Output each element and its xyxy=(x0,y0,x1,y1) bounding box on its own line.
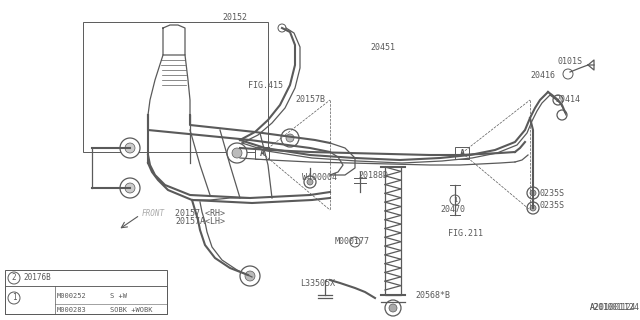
Text: 20157A<LH>: 20157A<LH> xyxy=(175,218,225,227)
Circle shape xyxy=(557,110,567,120)
Text: W400004: W400004 xyxy=(302,173,337,182)
Bar xyxy=(255,147,269,159)
Circle shape xyxy=(385,300,401,316)
Circle shape xyxy=(240,266,260,286)
Circle shape xyxy=(530,205,536,211)
Text: 20157 <RH>: 20157 <RH> xyxy=(175,209,225,218)
Text: A: A xyxy=(259,148,264,157)
Circle shape xyxy=(389,304,397,312)
Circle shape xyxy=(304,176,316,188)
Text: 1: 1 xyxy=(353,239,357,245)
Bar xyxy=(5,286,167,314)
Text: A: A xyxy=(460,148,465,157)
Circle shape xyxy=(8,292,20,304)
Circle shape xyxy=(120,178,140,198)
Text: 1: 1 xyxy=(12,293,16,302)
Circle shape xyxy=(125,143,135,153)
Circle shape xyxy=(350,237,360,247)
Text: FIG.211: FIG.211 xyxy=(448,228,483,237)
Text: FIG.415: FIG.415 xyxy=(248,81,283,90)
Text: 20152: 20152 xyxy=(222,13,247,22)
Text: SOBK +WOBK: SOBK +WOBK xyxy=(110,307,152,313)
Circle shape xyxy=(120,138,140,158)
Text: FRONT: FRONT xyxy=(142,209,165,218)
Text: 20157B: 20157B xyxy=(295,95,325,105)
Bar xyxy=(455,147,469,159)
Bar xyxy=(5,270,167,314)
Text: 2: 2 xyxy=(12,274,16,283)
Circle shape xyxy=(278,24,286,32)
Circle shape xyxy=(286,134,294,142)
Text: M000252: M000252 xyxy=(57,293,87,299)
Text: 20416: 20416 xyxy=(530,70,555,79)
Circle shape xyxy=(232,148,242,158)
Circle shape xyxy=(8,272,20,284)
Circle shape xyxy=(281,129,299,147)
Text: 1: 1 xyxy=(453,197,457,203)
Text: 20176B: 20176B xyxy=(23,274,51,283)
Text: 20470: 20470 xyxy=(440,205,465,214)
Text: 0235S: 0235S xyxy=(540,188,565,197)
Circle shape xyxy=(227,143,247,163)
Text: 20451: 20451 xyxy=(370,43,395,52)
Circle shape xyxy=(245,271,255,281)
Circle shape xyxy=(563,69,573,79)
Text: 20568*B: 20568*B xyxy=(415,292,450,300)
Text: L33505X: L33505X xyxy=(300,278,335,287)
Bar xyxy=(83,22,268,152)
Text: A201001124: A201001124 xyxy=(590,303,636,313)
Text: A201001124: A201001124 xyxy=(590,303,640,313)
Text: 0101S: 0101S xyxy=(558,58,583,67)
Text: 20188D: 20188D xyxy=(358,171,388,180)
Text: M000283: M000283 xyxy=(57,307,87,313)
Circle shape xyxy=(450,195,460,205)
Circle shape xyxy=(527,187,539,199)
Circle shape xyxy=(553,95,563,105)
Circle shape xyxy=(530,190,536,196)
Text: 20414: 20414 xyxy=(555,95,580,105)
Circle shape xyxy=(307,179,313,185)
Text: 0235S: 0235S xyxy=(540,201,565,210)
Text: S +W: S +W xyxy=(110,293,127,299)
Circle shape xyxy=(125,183,135,193)
Circle shape xyxy=(527,202,539,214)
Text: M000177: M000177 xyxy=(335,237,370,246)
